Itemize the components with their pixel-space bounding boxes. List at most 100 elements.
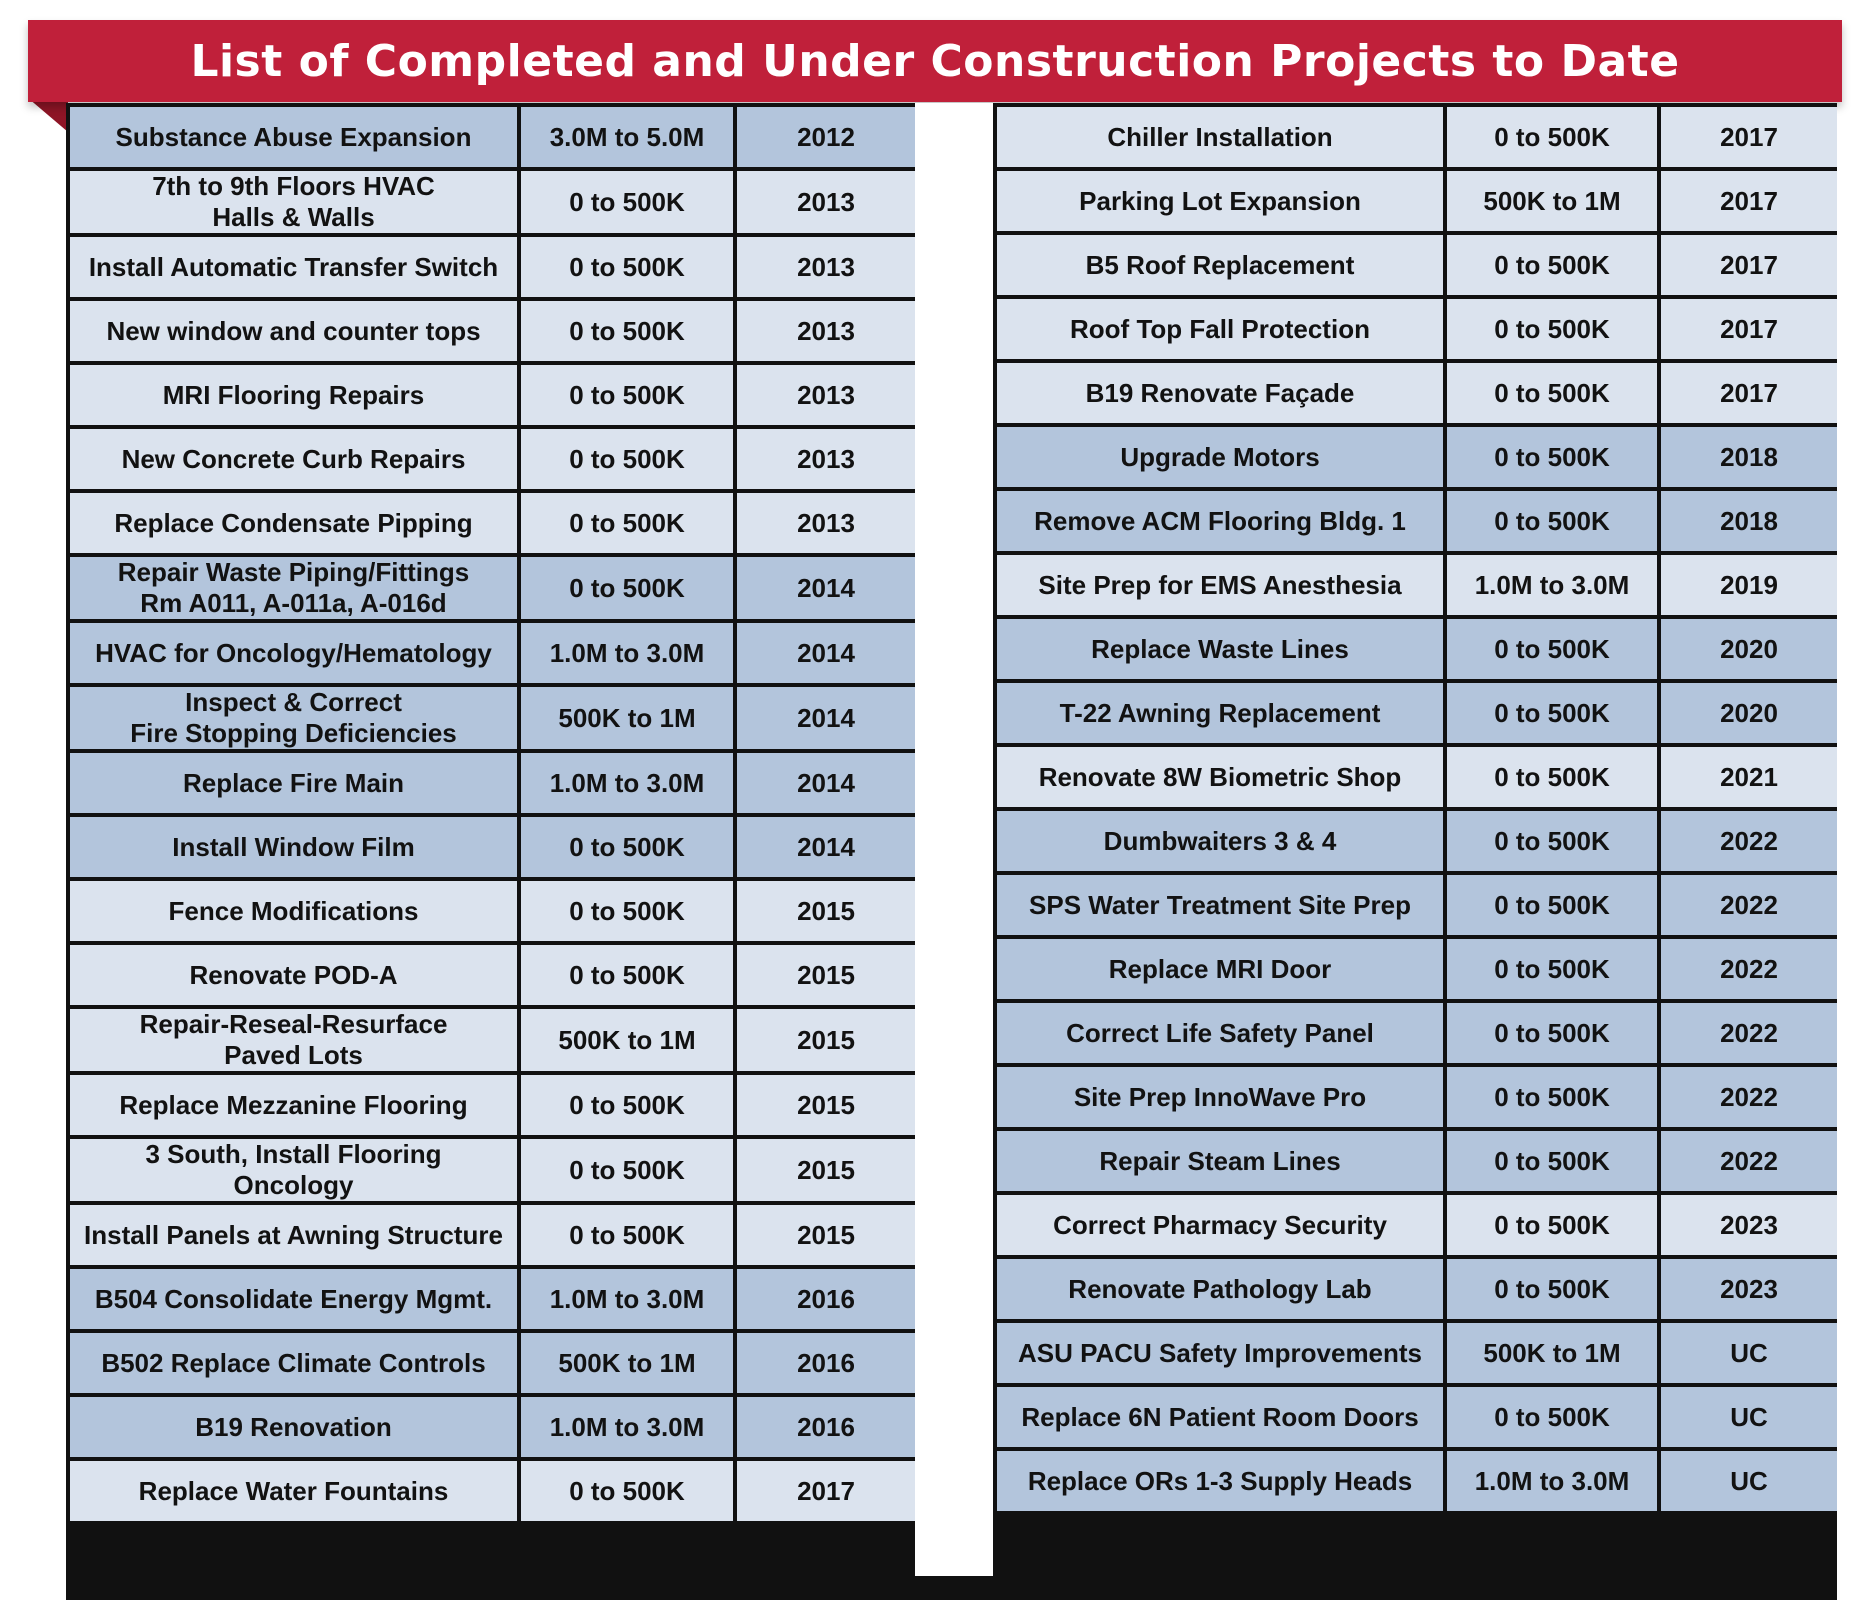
cost-range-cell: 0 to 500K	[521, 1205, 733, 1265]
left-table-body: Substance Abuse Expansion 3.0M to 5.0M 201…	[70, 107, 915, 1521]
table-row: Site Prep for EMS Anesthesia 1.0M to 3.0M…	[997, 555, 1837, 615]
year-cell: 2022	[1661, 939, 1837, 999]
project-name-cell: Substance Abuse Expansion	[70, 107, 517, 167]
project-name-cell: T-22 Awning Replacement	[997, 683, 1443, 743]
table-row: Substance Abuse Expansion 3.0M to 5.0M 201…	[70, 107, 915, 167]
cost-range-cell: 0 to 500K	[1447, 299, 1657, 359]
project-name-cell: B504 Consolidate Energy Mgmt.	[70, 1269, 517, 1329]
year-cell: 2014	[737, 817, 915, 877]
project-name-cell: Repair Steam Lines	[997, 1131, 1443, 1191]
cost-range-cell: 0 to 500K	[1447, 747, 1657, 807]
project-name-cell: Replace Condensate Pipping	[70, 493, 517, 553]
year-cell: 2017	[1661, 171, 1837, 231]
cost-range-cell: 0 to 500K	[1447, 683, 1657, 743]
project-name-cell: B19 Renovation	[70, 1397, 517, 1457]
table-row: Replace Condensate Pipping 0 to 500K 2013	[70, 493, 915, 553]
table-row: Repair-Reseal-Resurface Paved Lots 500K t…	[70, 1009, 915, 1071]
year-cell: 2020	[1661, 619, 1837, 679]
table-row: Upgrade Motors 0 to 500K 2018	[997, 427, 1837, 487]
table-row: Replace Water Fountains 0 to 500K 2017	[70, 1461, 915, 1521]
project-name-cell: Replace MRI Door	[997, 939, 1443, 999]
year-cell: 2015	[737, 1075, 915, 1135]
year-cell: 2014	[737, 753, 915, 813]
project-name-cell: HVAC for Oncology/Hematology	[70, 623, 517, 683]
table-row: Repair Steam Lines 0 to 500K 2022	[997, 1131, 1837, 1191]
cost-range-cell: 500K to 1M	[521, 1009, 733, 1071]
table-row: Replace Waste Lines 0 to 500K 2020	[997, 619, 1837, 679]
cost-range-cell: 1.0M to 3.0M	[521, 1269, 733, 1329]
cost-range-cell: 1.0M to 3.0M	[1447, 555, 1657, 615]
cost-range-cell: 0 to 500K	[521, 881, 733, 941]
year-cell: 2014	[737, 557, 915, 619]
cost-range-cell: 500K to 1M	[521, 1333, 733, 1393]
project-name-cell: Inspect & Correct Fire Stopping Deficien…	[70, 687, 517, 749]
table-row: Chiller Installation 0 to 500K 2017	[997, 107, 1837, 167]
table-row: Replace 6N Patient Room Doors 0 to 500K UC	[997, 1387, 1837, 1447]
cost-range-cell: 0 to 500K	[521, 301, 733, 361]
left-table-container: Substance Abuse Expansion 3.0M to 5.0M 201…	[66, 103, 915, 1600]
cost-range-cell: 0 to 500K	[1447, 939, 1657, 999]
cost-range-cell: 0 to 500K	[1447, 1067, 1657, 1127]
project-name-cell: Correct Life Safety Panel	[997, 1003, 1443, 1063]
year-cell: UC	[1661, 1323, 1837, 1383]
table-row: B504 Consolidate Energy Mgmt. 1.0M to 3.0…	[70, 1269, 915, 1329]
year-cell: 2021	[1661, 747, 1837, 807]
year-cell: 2014	[737, 687, 915, 749]
project-name-cell: Replace Mezzanine Flooring	[70, 1075, 517, 1135]
project-name-cell: Upgrade Motors	[997, 427, 1443, 487]
project-name-cell: Renovate POD-A	[70, 945, 517, 1005]
table-row: Parking Lot Expansion 500K to 1M 2017	[997, 171, 1837, 231]
year-cell: 2015	[737, 945, 915, 1005]
table-row: MRI Flooring Repairs 0 to 500K 2013	[70, 365, 915, 425]
year-cell: 2018	[1661, 427, 1837, 487]
cost-range-cell: 0 to 500K	[521, 557, 733, 619]
year-cell: 2022	[1661, 1131, 1837, 1191]
year-cell: 2023	[1661, 1259, 1837, 1319]
year-cell: 2013	[737, 237, 915, 297]
year-cell: 2015	[737, 881, 915, 941]
project-name-cell: Roof Top Fall Protection	[997, 299, 1443, 359]
right-table-body: Chiller Installation 0 to 500K 2017 Parking…	[997, 107, 1837, 1511]
table-row: Replace MRI Door 0 to 500K 2022	[997, 939, 1837, 999]
year-cell: 2023	[1661, 1195, 1837, 1255]
project-name-cell: Site Prep InnoWave Pro	[997, 1067, 1443, 1127]
table-row: Replace Mezzanine Flooring 0 to 500K 2015	[70, 1075, 915, 1135]
year-cell: 2013	[737, 429, 915, 489]
cost-range-cell: 1.0M to 3.0M	[521, 1397, 733, 1457]
table-row: Renovate 8W Biometric Shop 0 to 500K 2021	[997, 747, 1837, 807]
cost-range-cell: 0 to 500K	[1447, 427, 1657, 487]
project-name-cell: Parking Lot Expansion	[997, 171, 1443, 231]
table-row: Renovate Pathology Lab 0 to 500K 2023	[997, 1259, 1837, 1319]
cost-range-cell: 0 to 500K	[521, 493, 733, 553]
project-name-cell: B502 Replace Climate Controls	[70, 1333, 517, 1393]
cost-range-cell: 500K to 1M	[1447, 1323, 1657, 1383]
year-cell: 2013	[737, 493, 915, 553]
table-row: B5 Roof Replacement 0 to 500K 2017	[997, 235, 1837, 295]
cost-range-cell: 1.0M to 3.0M	[1447, 1451, 1657, 1511]
table-row: New Concrete Curb Repairs 0 to 500K 2013	[70, 429, 915, 489]
project-name-cell: Chiller Installation	[997, 107, 1443, 167]
table-row: New window and counter tops 0 to 500K 2013	[70, 301, 915, 361]
project-name-cell: SPS Water Treatment Site Prep	[997, 875, 1443, 935]
project-name-cell: Renovate Pathology Lab	[997, 1259, 1443, 1319]
cost-range-cell: 0 to 500K	[1447, 491, 1657, 551]
year-cell: 2017	[1661, 299, 1837, 359]
cost-range-cell: 1.0M to 3.0M	[521, 753, 733, 813]
project-name-cell: B19 Renovate Façade	[997, 363, 1443, 423]
project-name-cell: Repair-Reseal-Resurface Paved Lots	[70, 1009, 517, 1071]
year-cell: UC	[1661, 1451, 1837, 1511]
year-cell: 2022	[1661, 1067, 1837, 1127]
table-row: Fence Modifications 0 to 500K 2015	[70, 881, 915, 941]
cost-range-cell: 0 to 500K	[1447, 1259, 1657, 1319]
year-cell: 2019	[1661, 555, 1837, 615]
project-name-cell: 7th to 9th Floors HVAC Halls & Walls	[70, 171, 517, 233]
project-name-cell: Replace ORs 1-3 Supply Heads	[997, 1451, 1443, 1511]
project-name-cell: ASU PACU Safety Improvements	[997, 1323, 1443, 1383]
project-name-cell: Replace Fire Main	[70, 753, 517, 813]
year-cell: 2013	[737, 301, 915, 361]
cost-range-cell: 0 to 500K	[1447, 875, 1657, 935]
cost-range-cell: 0 to 500K	[1447, 1387, 1657, 1447]
table-row: Correct Pharmacy Security 0 to 500K 2023	[997, 1195, 1837, 1255]
